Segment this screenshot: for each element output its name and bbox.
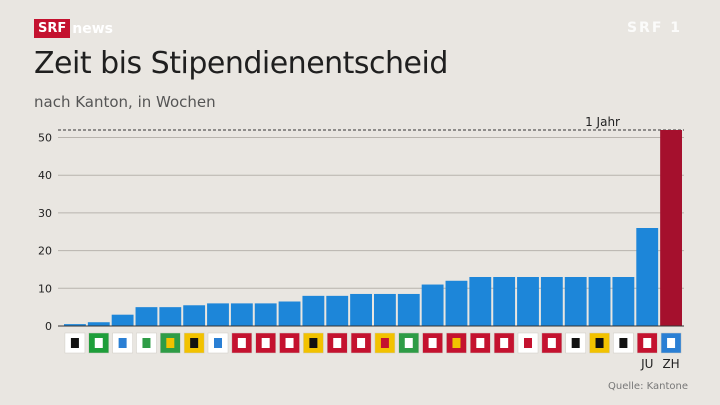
- bar-sh: [302, 295, 325, 326]
- flag-emblem: [142, 338, 151, 348]
- flag-emblem: [500, 338, 509, 348]
- bar-so: [326, 295, 349, 326]
- flag-emblem: [643, 338, 652, 348]
- flag-emblem: [237, 338, 246, 348]
- y-tick-label: 10: [38, 282, 52, 295]
- bar-so2: [540, 277, 563, 326]
- bar-gl: [493, 277, 516, 326]
- flag-emblem: [70, 338, 79, 348]
- y-tick-label: 20: [38, 245, 52, 258]
- flag-emblem: [404, 338, 413, 348]
- flag-emblem: [476, 338, 485, 348]
- flag-emblem: [166, 338, 175, 348]
- bar-ow: [469, 277, 492, 326]
- bar-tg: [135, 307, 158, 326]
- bar-bs: [612, 277, 635, 326]
- flag-emblem: [118, 338, 127, 348]
- flag-emblem: [571, 338, 580, 348]
- bar-fr: [564, 277, 587, 326]
- bar-sg: [159, 307, 182, 326]
- flag-emblem: [428, 338, 437, 348]
- y-tick-label: 0: [45, 320, 52, 333]
- one-year-label: 1 Jahr: [585, 115, 620, 129]
- flag-emblem: [547, 338, 556, 348]
- flag-emblem: [595, 338, 604, 348]
- category-label-ju: JU: [640, 357, 653, 371]
- bar-vd: [397, 293, 420, 326]
- chart-title: Zeit bis Stipendienentscheid: [34, 46, 448, 81]
- bar-zh: [660, 130, 682, 326]
- bar-ti: [278, 301, 301, 326]
- flag-emblem: [190, 338, 199, 348]
- y-tick-label: 40: [38, 169, 52, 182]
- bar-ai: [87, 322, 110, 326]
- source-note: Quelle: Kantone: [608, 381, 688, 392]
- flag-emblem: [380, 338, 389, 348]
- channel-watermark: SRF 1: [626, 20, 682, 36]
- flag-emblem: [261, 338, 270, 348]
- bar-ge: [374, 293, 396, 326]
- y-tick-label: 30: [38, 207, 52, 220]
- flag-emblem: [452, 338, 461, 348]
- flag-emblem: [524, 338, 532, 348]
- bar-ne: [254, 303, 277, 326]
- flag-emblem: [94, 338, 103, 348]
- srf-news-logo: SRF news: [34, 19, 113, 38]
- flag-emblem: [285, 338, 294, 348]
- flag-emblem: [333, 338, 342, 348]
- bar-nw: [350, 293, 372, 326]
- chart-subtitle: nach Kanton, in Wochen: [34, 93, 216, 111]
- flag-emblem: [214, 338, 222, 348]
- bar-ar: [64, 324, 86, 326]
- category-label-zh: ZH: [662, 357, 679, 371]
- bar-lu: [207, 303, 229, 326]
- flag-emblem: [619, 338, 628, 348]
- bar-sz: [421, 284, 444, 326]
- bar-gr: [183, 305, 206, 326]
- flag-emblem: [309, 338, 318, 348]
- bar-ur: [588, 277, 611, 326]
- bar-zg: [111, 314, 134, 326]
- news-logo-text: news: [72, 20, 113, 37]
- bar-ju: [636, 228, 659, 326]
- flag-emblem: [357, 338, 366, 348]
- flag-emblem: [667, 338, 676, 348]
- bar-bl: [517, 277, 539, 326]
- bar-vs: [230, 303, 253, 326]
- srf-logo-box: SRF: [34, 19, 71, 38]
- y-tick-label: 50: [38, 132, 52, 145]
- bar-be: [445, 280, 468, 326]
